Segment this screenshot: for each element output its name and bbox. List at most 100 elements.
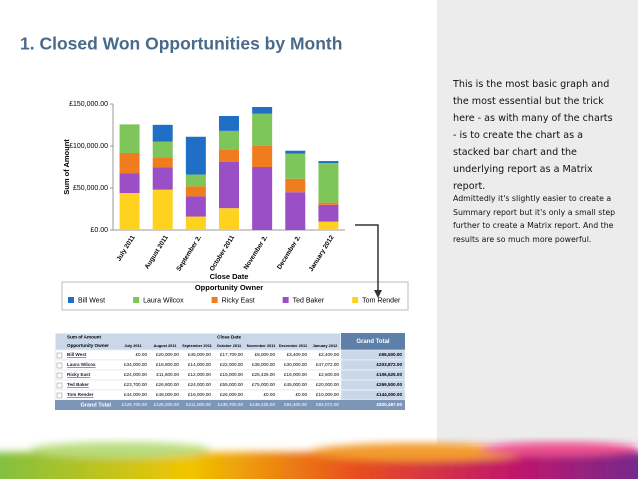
- legend-label: Tom Render: [362, 297, 401, 304]
- bar-segment: [152, 189, 173, 230]
- table-cell: Ricky East: [67, 372, 91, 377]
- table-cell: £820,497.00: [376, 402, 402, 407]
- table-cell: £0.00: [136, 352, 148, 357]
- note: Admittedly it's slightly easier to creat…: [453, 194, 616, 244]
- bar-segment: [185, 136, 206, 175]
- legend-swatch: [352, 297, 359, 303]
- table-cell: £2,400.00: [319, 352, 340, 357]
- y-tick-label: £150,000.00: [69, 101, 108, 108]
- bar-segment: [185, 174, 206, 187]
- table-cell: Laura Wilcox: [67, 362, 96, 367]
- table-cell: August 2011: [154, 343, 178, 348]
- note: This is the most basic graph and the mos…: [453, 79, 613, 192]
- table-cell: £30,000.00: [284, 362, 307, 367]
- y-tick-label: £0.00: [90, 227, 108, 234]
- bar-segment: [119, 193, 140, 230]
- table-cell: £44,000.00: [124, 392, 147, 397]
- table-cell: £16,000.00: [188, 392, 211, 397]
- table-cell: £2,600.00: [319, 372, 340, 377]
- table-cell: Ted Baker: [67, 382, 89, 387]
- table-cell: £11,600.00: [156, 372, 179, 377]
- table-cell: £17,700.00: [220, 352, 243, 357]
- table-cell: £18,800.00: [156, 362, 179, 367]
- grand-total-header-bg: [341, 333, 405, 350]
- table-cell: £146,425.00: [249, 402, 275, 407]
- table-cell: Sum of Amount: [67, 335, 101, 340]
- table-cell: £12,000.00: [188, 372, 211, 377]
- bar-segment: [318, 163, 339, 203]
- table-cell: £94,400.00: [284, 402, 307, 407]
- table-cell: £48,000.00: [156, 392, 179, 397]
- bar-segment: [318, 221, 339, 230]
- table-cell: Bill West: [67, 352, 87, 357]
- bar-segment: [185, 216, 206, 230]
- legend-swatch: [68, 297, 74, 303]
- table-cell: £45,000.00: [188, 352, 211, 357]
- table-cell: £269,500.00: [376, 382, 402, 387]
- y-tick-label: £50,000.00: [73, 185, 108, 192]
- legend-label: Ricky East: [222, 297, 255, 304]
- bar-segment: [219, 130, 239, 150]
- table-cell: £45,000.00: [284, 382, 307, 387]
- table-cell: September 2011: [182, 343, 212, 348]
- decoration: [0, 442, 638, 479]
- table-cell: £20,000.00: [316, 382, 339, 387]
- row-checkbox[interactable]: [56, 392, 63, 399]
- bar-segment: [152, 157, 173, 168]
- bar-segment: [318, 202, 339, 205]
- table-cell: £23,700.00: [124, 382, 147, 387]
- table-cell: £20,000.00: [156, 352, 179, 357]
- bar-segment: [119, 173, 140, 194]
- bar-segment: [119, 152, 140, 174]
- table-cell: £24,000.00: [188, 382, 211, 387]
- legend-swatch: [211, 297, 218, 303]
- legend-label: Bill West: [78, 297, 105, 304]
- table-cell: Tom Render: [67, 392, 94, 397]
- table-cell: £96,500.00: [379, 352, 402, 357]
- bar-segment: [219, 149, 239, 162]
- table-cell: £24,000.00: [124, 372, 147, 377]
- bar-segment: [252, 167, 273, 230]
- table-cell: £10,000.00: [316, 392, 339, 397]
- bar-segment: [252, 113, 273, 146]
- bar-segment: [219, 208, 239, 230]
- table-cell: January 2012: [313, 343, 338, 348]
- bar-segment: [219, 116, 239, 131]
- bar-segment: [185, 196, 206, 217]
- bar-segment: [285, 153, 306, 179]
- table-cell: £34,000.00: [124, 362, 147, 367]
- legend-swatch: [282, 297, 289, 303]
- table-cell: £111,000.00: [186, 402, 211, 407]
- table-cell: £26,800.00: [156, 382, 179, 387]
- legend-box: [61, 281, 409, 311]
- table-cell: £135,700.00: [217, 402, 243, 407]
- table-cell: £15,000.00: [220, 372, 243, 377]
- table-cell: £16,000.00: [284, 372, 307, 377]
- table-cell: £0.00: [264, 392, 276, 397]
- y-tick-label: £100,000.00: [69, 143, 108, 150]
- bar-segment: [285, 178, 306, 193]
- legend-label: Ted Baker: [293, 297, 325, 304]
- bar-segment: [318, 204, 339, 222]
- table-cell: November 2011: [247, 343, 276, 348]
- row-checkbox[interactable]: [56, 382, 63, 389]
- total-row-bg: [55, 400, 405, 410]
- table-cell: £25,425.00: [252, 372, 275, 377]
- table-cell: Grand Total: [356, 339, 390, 345]
- legend-swatch: [133, 297, 140, 303]
- table-cell: £22,000.00: [220, 362, 243, 367]
- row-checkbox[interactable]: [56, 372, 63, 379]
- row-checkbox[interactable]: [56, 362, 63, 369]
- table-cell: December 2011: [279, 343, 308, 348]
- table-cell: £125,200.00: [153, 402, 179, 407]
- x-axis-title: Close Date: [210, 272, 249, 281]
- bar-segment: [152, 141, 173, 158]
- table-cell: Opportunity Owner: [67, 343, 109, 348]
- table-cell: £47,072.00: [316, 362, 339, 367]
- row-checkbox[interactable]: [56, 352, 63, 359]
- bar-segment: [119, 124, 140, 153]
- table-cell: £55,000.00: [220, 382, 243, 387]
- bar-segment: [285, 192, 306, 230]
